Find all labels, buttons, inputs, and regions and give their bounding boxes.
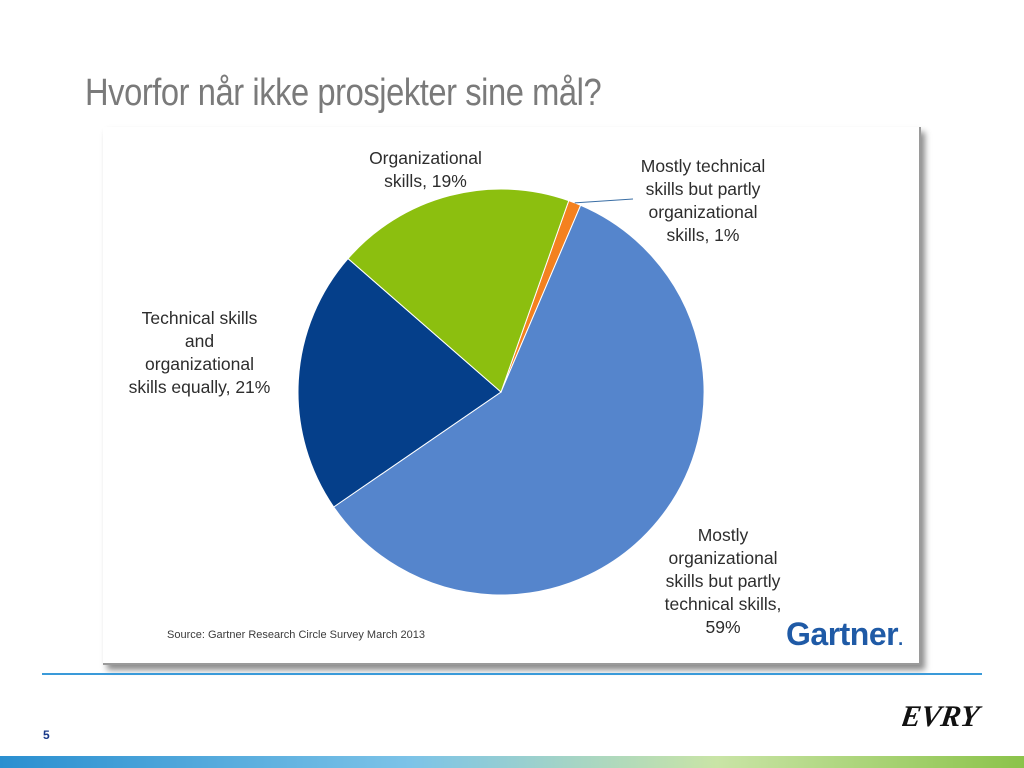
label-line: skills, 1%: [666, 225, 740, 245]
evry-logo: EVRY: [902, 699, 984, 733]
label-line: skills, 19%: [384, 171, 467, 191]
label-line: and: [184, 331, 215, 351]
page-number: 5: [43, 728, 50, 742]
label-line: Technical skills: [141, 308, 258, 328]
chart-source-note: Source: Gartner Research Circle Survey M…: [167, 629, 425, 641]
label-line: Organizational: [369, 148, 482, 168]
gartner-logo: Gartner.: [786, 616, 903, 653]
label-line: 59%: [705, 617, 741, 637]
slice-label-technical-partly-organizational: Mostly technical skills but partly organ…: [623, 155, 783, 247]
slice-technical-and-organizational: [297, 257, 502, 508]
pie-chart: [297, 188, 705, 596]
gartner-dot: .: [898, 629, 903, 649]
label-line: organizational: [145, 354, 254, 374]
label-line: organizational: [668, 548, 778, 568]
slice-label-organizational: Organizational skills, 19%: [353, 147, 498, 193]
slice-organizational: [347, 188, 570, 393]
slice-label-organizational-partly-technical: Mostly organizational skills but partly …: [638, 524, 808, 639]
label-line: skills equally, 21%: [128, 377, 271, 397]
label-line: technical skills,: [664, 594, 782, 614]
gartner-wordmark: Gartner: [786, 616, 899, 652]
slide-title: Hvorfor når ikke prosjekter sine mål?: [85, 72, 602, 114]
label-line: skills but partly: [645, 179, 761, 199]
bottom-color-band: [0, 756, 1024, 768]
evry-logo-text: EVRY: [902, 699, 984, 733]
slice-label-technical-and-organizational: Technical skills and organizational skil…: [107, 307, 292, 399]
label-line: skills but partly: [665, 571, 781, 591]
label-line: organizational: [648, 202, 758, 222]
footer-divider: [42, 673, 982, 675]
chart-frame: Mostly technical skills but partly organ…: [103, 127, 921, 665]
label-line: Mostly: [697, 525, 749, 545]
label-line: Mostly technical: [640, 156, 766, 176]
leader-line: [574, 198, 634, 204]
slice-organizational-partly-technical: [333, 204, 705, 596]
